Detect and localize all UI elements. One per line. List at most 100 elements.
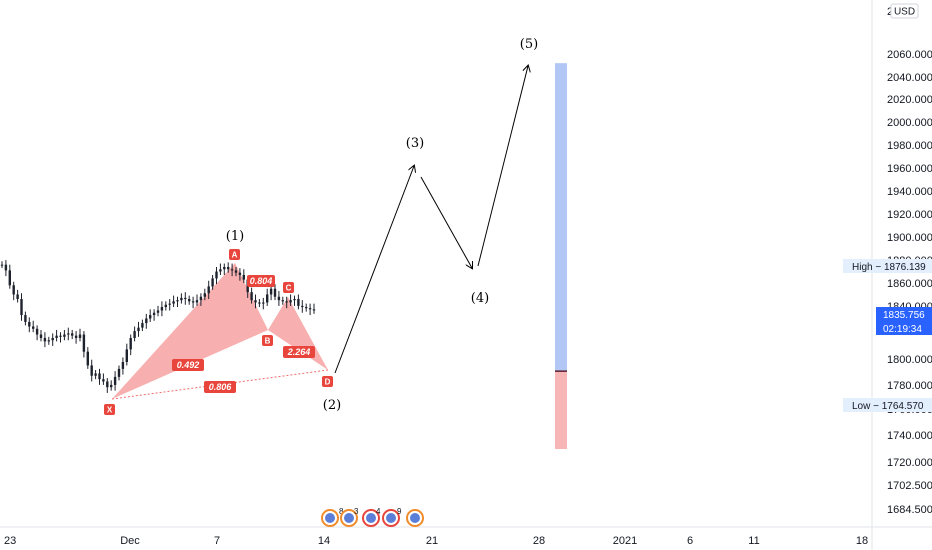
event-flag-icon-1-inner [325,513,335,523]
candle-body [207,286,210,294]
countdown-tag [876,321,932,335]
candle-body [301,305,304,308]
price-tick-label: 1702.500 [887,480,932,492]
harmonic-pattern[interactable] [111,263,329,400]
event-count-3: 4 [376,507,381,516]
candle-body [106,381,109,388]
low-tag [843,398,932,412]
candle-body [269,288,273,295]
price-tick-label: 1920.000 [887,209,932,221]
time-tick-label: Dec [120,535,140,547]
candle-body [16,294,19,300]
candle-body [32,326,35,329]
price-tick-label: 2060.000 [887,49,932,61]
ratio-bd-box [283,346,315,358]
currency-label: USD [894,7,915,18]
candle-body [47,340,50,342]
candle-body [20,299,23,316]
event-count-1: 8 [339,507,344,516]
candle-body [238,272,242,275]
candle-body [180,297,183,301]
wave-1-label: (1) [226,229,244,244]
candle-body [191,301,195,303]
candle-body [82,334,86,352]
last-price-text: 1835.756 [883,310,925,321]
candle-body [8,270,11,286]
low-tag-text: Low − 1764.570 [852,401,924,412]
candle-body [113,376,117,385]
point-c-box [283,282,294,293]
wave-3-label: (3) [406,136,424,151]
candle-body [160,307,164,311]
countdown-text: 02:19:34 [883,324,922,335]
candle-body [289,300,292,303]
ratio-xb-label: 0.492 [177,360,200,370]
candle-body [258,302,261,304]
candle-body [59,335,62,337]
point-d-box [322,376,333,387]
candle-body [39,334,43,338]
candle-body [211,278,214,287]
currency-button [890,3,919,19]
harmonic-ratios: 0.492 0.804 2.264 0.806 [172,275,315,393]
event-flag-icon-3-inner [366,513,376,523]
candle-body [12,285,15,295]
wave-labels: (1) (2) (3) (4) (5) [226,37,538,413]
candle-body [308,308,312,310]
wave-4-label: (4) [471,291,489,306]
candle-body [203,293,206,297]
candle-body [28,321,31,327]
price-range-box[interactable] [555,63,567,450]
candle-body [242,274,245,280]
last-price-tag [876,307,932,321]
candle-body [188,299,191,302]
candle-body [63,334,66,337]
candle-body [149,315,152,319]
candle-body [129,337,132,350]
projection-downside [555,371,567,450]
price-tick-label: 2040.000 [887,72,932,84]
candle-body [156,310,160,313]
price-tick-label: 1960.000 [887,163,932,175]
candle-body [74,335,78,338]
point-a-box [229,249,240,260]
time-tick-label: 23 [4,535,16,547]
candle-body [184,297,187,300]
candle-body [71,333,74,336]
price-tick-label: 1860.000 [887,278,932,290]
price-tick-label: 2000.000 [887,117,932,129]
event-markers[interactable]: 8 3 4 9 [321,507,424,527]
candle-body [273,288,277,297]
time-axis[interactable]: 23 Dec 7 14 21 28 2021 6 11 18 [4,535,868,547]
price-tick-label: 1940.000 [887,186,932,198]
wave-projection[interactable] [334,66,528,374]
candle-body [281,300,284,302]
candle-body [98,373,101,380]
event-count-2: 3 [354,507,359,516]
candle-body [266,294,269,303]
candle-body [285,301,288,303]
time-tick-label: 11 [748,535,759,547]
time-tick-label: 2021 [613,535,637,547]
candle-body [172,301,175,304]
wave-4-arrow [420,176,472,268]
candle-body [90,365,93,376]
price-axis-tags[interactable]: USD High − 1876.139 Low − 1764.570 1835.… [843,3,932,412]
wave-2-label: (2) [323,398,341,413]
price-tick-label: 1980.000 [887,140,932,152]
candle-body [152,312,156,316]
candle-body [277,296,281,301]
candle-body [102,379,105,382]
candle-body [297,299,300,306]
point-b-box [262,335,273,346]
candle-body [125,349,128,363]
candle-body [223,266,226,270]
candle-body [43,337,47,342]
candle-body [121,362,125,369]
price-tick-label: 1684.500 [887,504,932,516]
time-tick-label: 18 [856,535,868,547]
price-tick-label: 2020.000 [887,94,932,106]
candle-body [78,334,82,338]
candle-body [94,373,97,376]
